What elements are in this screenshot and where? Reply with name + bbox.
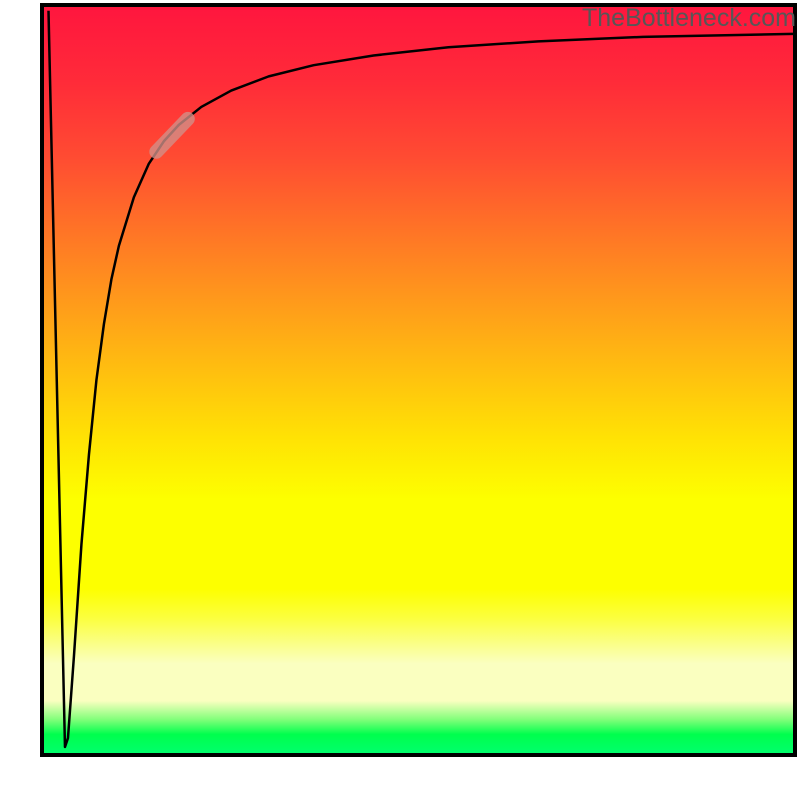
- bottleneck-chart: TheBottleneck.com: [0, 0, 800, 800]
- bottleneck-curve: [48, 11, 793, 747]
- watermark-label: TheBottleneck.com: [582, 4, 796, 33]
- curve-highlight-marker: [156, 119, 187, 152]
- chart-svg-layer: [0, 0, 800, 800]
